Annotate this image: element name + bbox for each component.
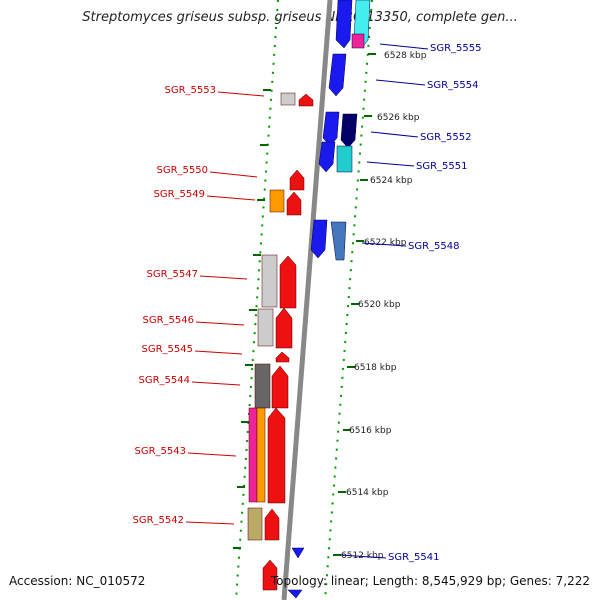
gene-block (318, 141, 336, 173)
gene-block (328, 53, 347, 97)
gene-block (310, 219, 328, 259)
chromosome-backbone (281, 0, 333, 600)
gene-label-left[interactable]: SGR_5550 (157, 165, 209, 176)
gene-label-left[interactable]: SGR_5542 (133, 515, 185, 526)
gene-block (247, 507, 263, 541)
right-tick-marks (333, 53, 376, 556)
gene-label-left[interactable]: SGR_5545 (142, 344, 194, 355)
gene-label-left[interactable]: SGR_5543 (135, 446, 187, 457)
kbp-label: 6518 kbp (354, 363, 397, 373)
kbp-label: 6520 kbp (358, 300, 401, 310)
gene-label-right[interactable]: SGR_5541 (388, 552, 440, 563)
dotted-frame (235, 0, 373, 600)
right-label-connectors (339, 43, 429, 559)
kbp-label: 6524 kbp (370, 176, 413, 186)
gene-block (322, 111, 340, 147)
kbp-label: 6528 kbp (384, 51, 427, 61)
gene-block (269, 189, 285, 213)
gene-label-right[interactable]: SGR_5555 (430, 43, 482, 54)
gene-block (330, 221, 347, 261)
gene-block (279, 255, 297, 309)
gene-label-left[interactable]: SGR_5549 (154, 189, 206, 200)
gene-block (254, 363, 271, 409)
gene-block (351, 33, 365, 49)
gene-block (336, 145, 353, 173)
gene-block (261, 254, 278, 308)
gene-block (340, 113, 358, 149)
accession-label: Accession: NC_010572 (9, 574, 146, 588)
gene-block (291, 547, 305, 559)
left-tick-marks (233, 89, 271, 549)
gene-label-left[interactable]: SGR_5546 (143, 315, 195, 326)
map-title: Streptomyces griseus subsp. griseus NBRC… (82, 10, 518, 25)
gene-block (287, 589, 303, 599)
gene-label-left[interactable]: SGR_5547 (147, 269, 199, 280)
gene-block (298, 93, 314, 107)
reverse-strand-genes (287, 0, 371, 599)
gene-label-right[interactable]: SGR_5551 (416, 161, 468, 172)
kbp-label: 6516 kbp (349, 426, 392, 436)
genome-summary: Topology: linear; Length: 8,545,929 bp; … (270, 574, 590, 588)
gene-block (275, 307, 293, 349)
left-label-connectors (185, 91, 265, 525)
gene-block (248, 407, 258, 503)
gene-block (289, 169, 305, 191)
gene-block (286, 191, 302, 216)
gene-block (267, 407, 286, 504)
gene-block (264, 508, 280, 541)
forward-strand-genes (247, 92, 314, 591)
gene-block (257, 308, 274, 347)
gene-label-right[interactable]: SGR_5548 (408, 241, 460, 252)
gene-block (256, 407, 266, 503)
gene-block (275, 351, 290, 363)
kbp-label: 6526 kbp (377, 113, 420, 123)
gene-label-right[interactable]: SGR_5552 (420, 132, 472, 143)
gene-block (335, 0, 353, 49)
gene-block (271, 365, 289, 409)
gene-label-left[interactable]: SGR_5553 (165, 85, 217, 96)
kbp-label: 6514 kbp (346, 488, 389, 498)
gene-label-right[interactable]: SGR_5554 (427, 80, 479, 91)
gene-block (262, 559, 278, 591)
kbp-label: 6522 kbp (364, 238, 407, 248)
gene-label-left[interactable]: SGR_5544 (139, 375, 191, 386)
gene-block (280, 92, 296, 106)
